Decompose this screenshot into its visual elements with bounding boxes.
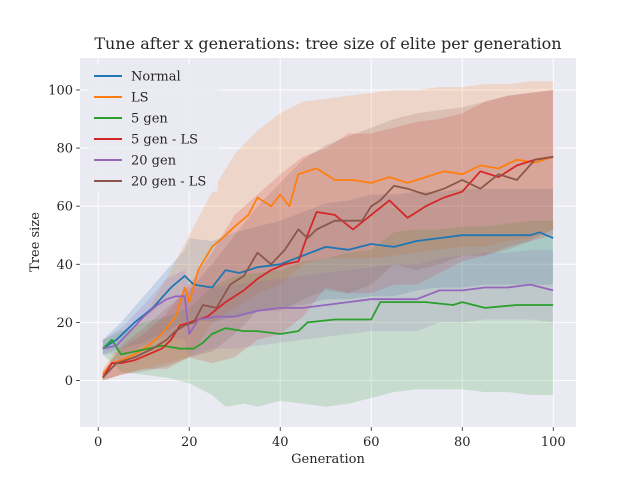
x-tick-label: 100: [541, 435, 566, 450]
x-tick-label: 0: [94, 435, 102, 450]
x-tick-label: 60: [363, 435, 380, 450]
series-line: [102, 155, 554, 379]
legend-label: 20 gen: [131, 154, 177, 169]
confidence-band: [102, 81, 554, 381]
chart-title: Tune after x generations: tree size of e…: [94, 34, 561, 53]
y-tick-label: 60: [56, 200, 73, 215]
legend-label: 20 gen - LS: [131, 175, 206, 190]
x-tick-label: 40: [272, 435, 289, 450]
confidence-band: [102, 220, 554, 407]
y-tick-label: 0: [65, 374, 73, 389]
legend-label: 5 gen - LS: [131, 133, 198, 148]
y-axis-ticks: 0 20 40 60 80 100: [48, 83, 80, 389]
x-axis-ticks: 0 20 40 60 80 100: [94, 427, 566, 450]
legend-label: LS: [131, 91, 149, 106]
grid: [80, 58, 576, 427]
series-line: [102, 231, 554, 350]
legend-label: Normal: [131, 70, 181, 85]
legend-label: 5 gen: [131, 112, 168, 127]
y-tick-label: 80: [56, 142, 73, 157]
series-lines: [102, 155, 554, 379]
confidence-band: [102, 249, 554, 358]
confidence-band: [102, 188, 554, 355]
series-line: [102, 155, 554, 376]
y-tick-label: 40: [56, 258, 73, 273]
y-tick-label: 100: [48, 83, 73, 98]
legend: Normal LS 5 gen 5 gen - LS 20 gen 20 gen - LS: [88, 64, 218, 192]
x-axis-label: Generation: [291, 452, 365, 467]
x-tick-label: 80: [454, 435, 471, 450]
series-line: [102, 283, 554, 350]
series-line: [102, 155, 554, 379]
y-axis-label: Tree size: [28, 212, 43, 272]
x-tick-label: 20: [181, 435, 198, 450]
y-tick-label: 20: [56, 316, 73, 331]
